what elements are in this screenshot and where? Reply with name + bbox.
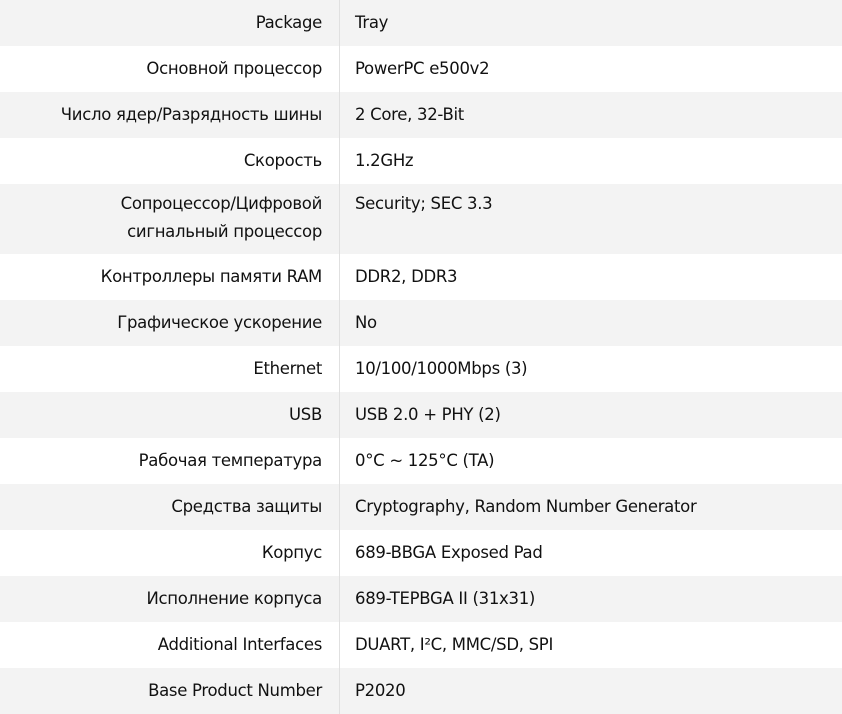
spec-row: Сопроцессор/Цифровой сигнальный процессо…: [0, 184, 842, 254]
spec-value: No: [340, 300, 842, 346]
spec-value: 689-BBGA Exposed Pad: [340, 530, 842, 576]
spec-value: DUART, I²C, MMC/SD, SPI: [340, 622, 842, 668]
spec-label: Сопроцессор/Цифровой сигнальный процессо…: [0, 184, 340, 254]
spec-value: 2 Core, 32-Bit: [340, 92, 842, 138]
spec-value: USB 2.0 + PHY (2): [340, 392, 842, 438]
spec-label: Ethernet: [0, 346, 340, 392]
spec-label: Контроллеры памяти RAM: [0, 254, 340, 300]
spec-value: Security; SEC 3.3: [340, 184, 842, 254]
spec-label: USB: [0, 392, 340, 438]
spec-label: Package: [0, 0, 340, 46]
spec-label: Средства защиты: [0, 484, 340, 530]
spec-label: Рабочая температура: [0, 438, 340, 484]
spec-label: Исполнение корпуса: [0, 576, 340, 622]
spec-label: Графическое ускорение: [0, 300, 340, 346]
spec-value: DDR2, DDR3: [340, 254, 842, 300]
spec-label: Скорость: [0, 138, 340, 184]
spec-value: P2020: [340, 668, 842, 714]
spec-label: Число ядер/Разрядность шины: [0, 92, 340, 138]
spec-label: Additional Interfaces: [0, 622, 340, 668]
spec-label: Base Product Number: [0, 668, 340, 714]
spec-value: PowerPC e500v2: [340, 46, 842, 92]
spec-value: 1.2GHz: [340, 138, 842, 184]
spec-label: Корпус: [0, 530, 340, 576]
spec-label: Основной процессор: [0, 46, 340, 92]
spec-value: Tray: [340, 0, 842, 46]
spec-value: 689-TEPBGA II (31x31): [340, 576, 842, 622]
spec-value: 10/100/1000Mbps (3): [340, 346, 842, 392]
spec-value: 0°C ~ 125°C (TA): [340, 438, 842, 484]
spec-value: Cryptography, Random Number Generator: [340, 484, 842, 530]
